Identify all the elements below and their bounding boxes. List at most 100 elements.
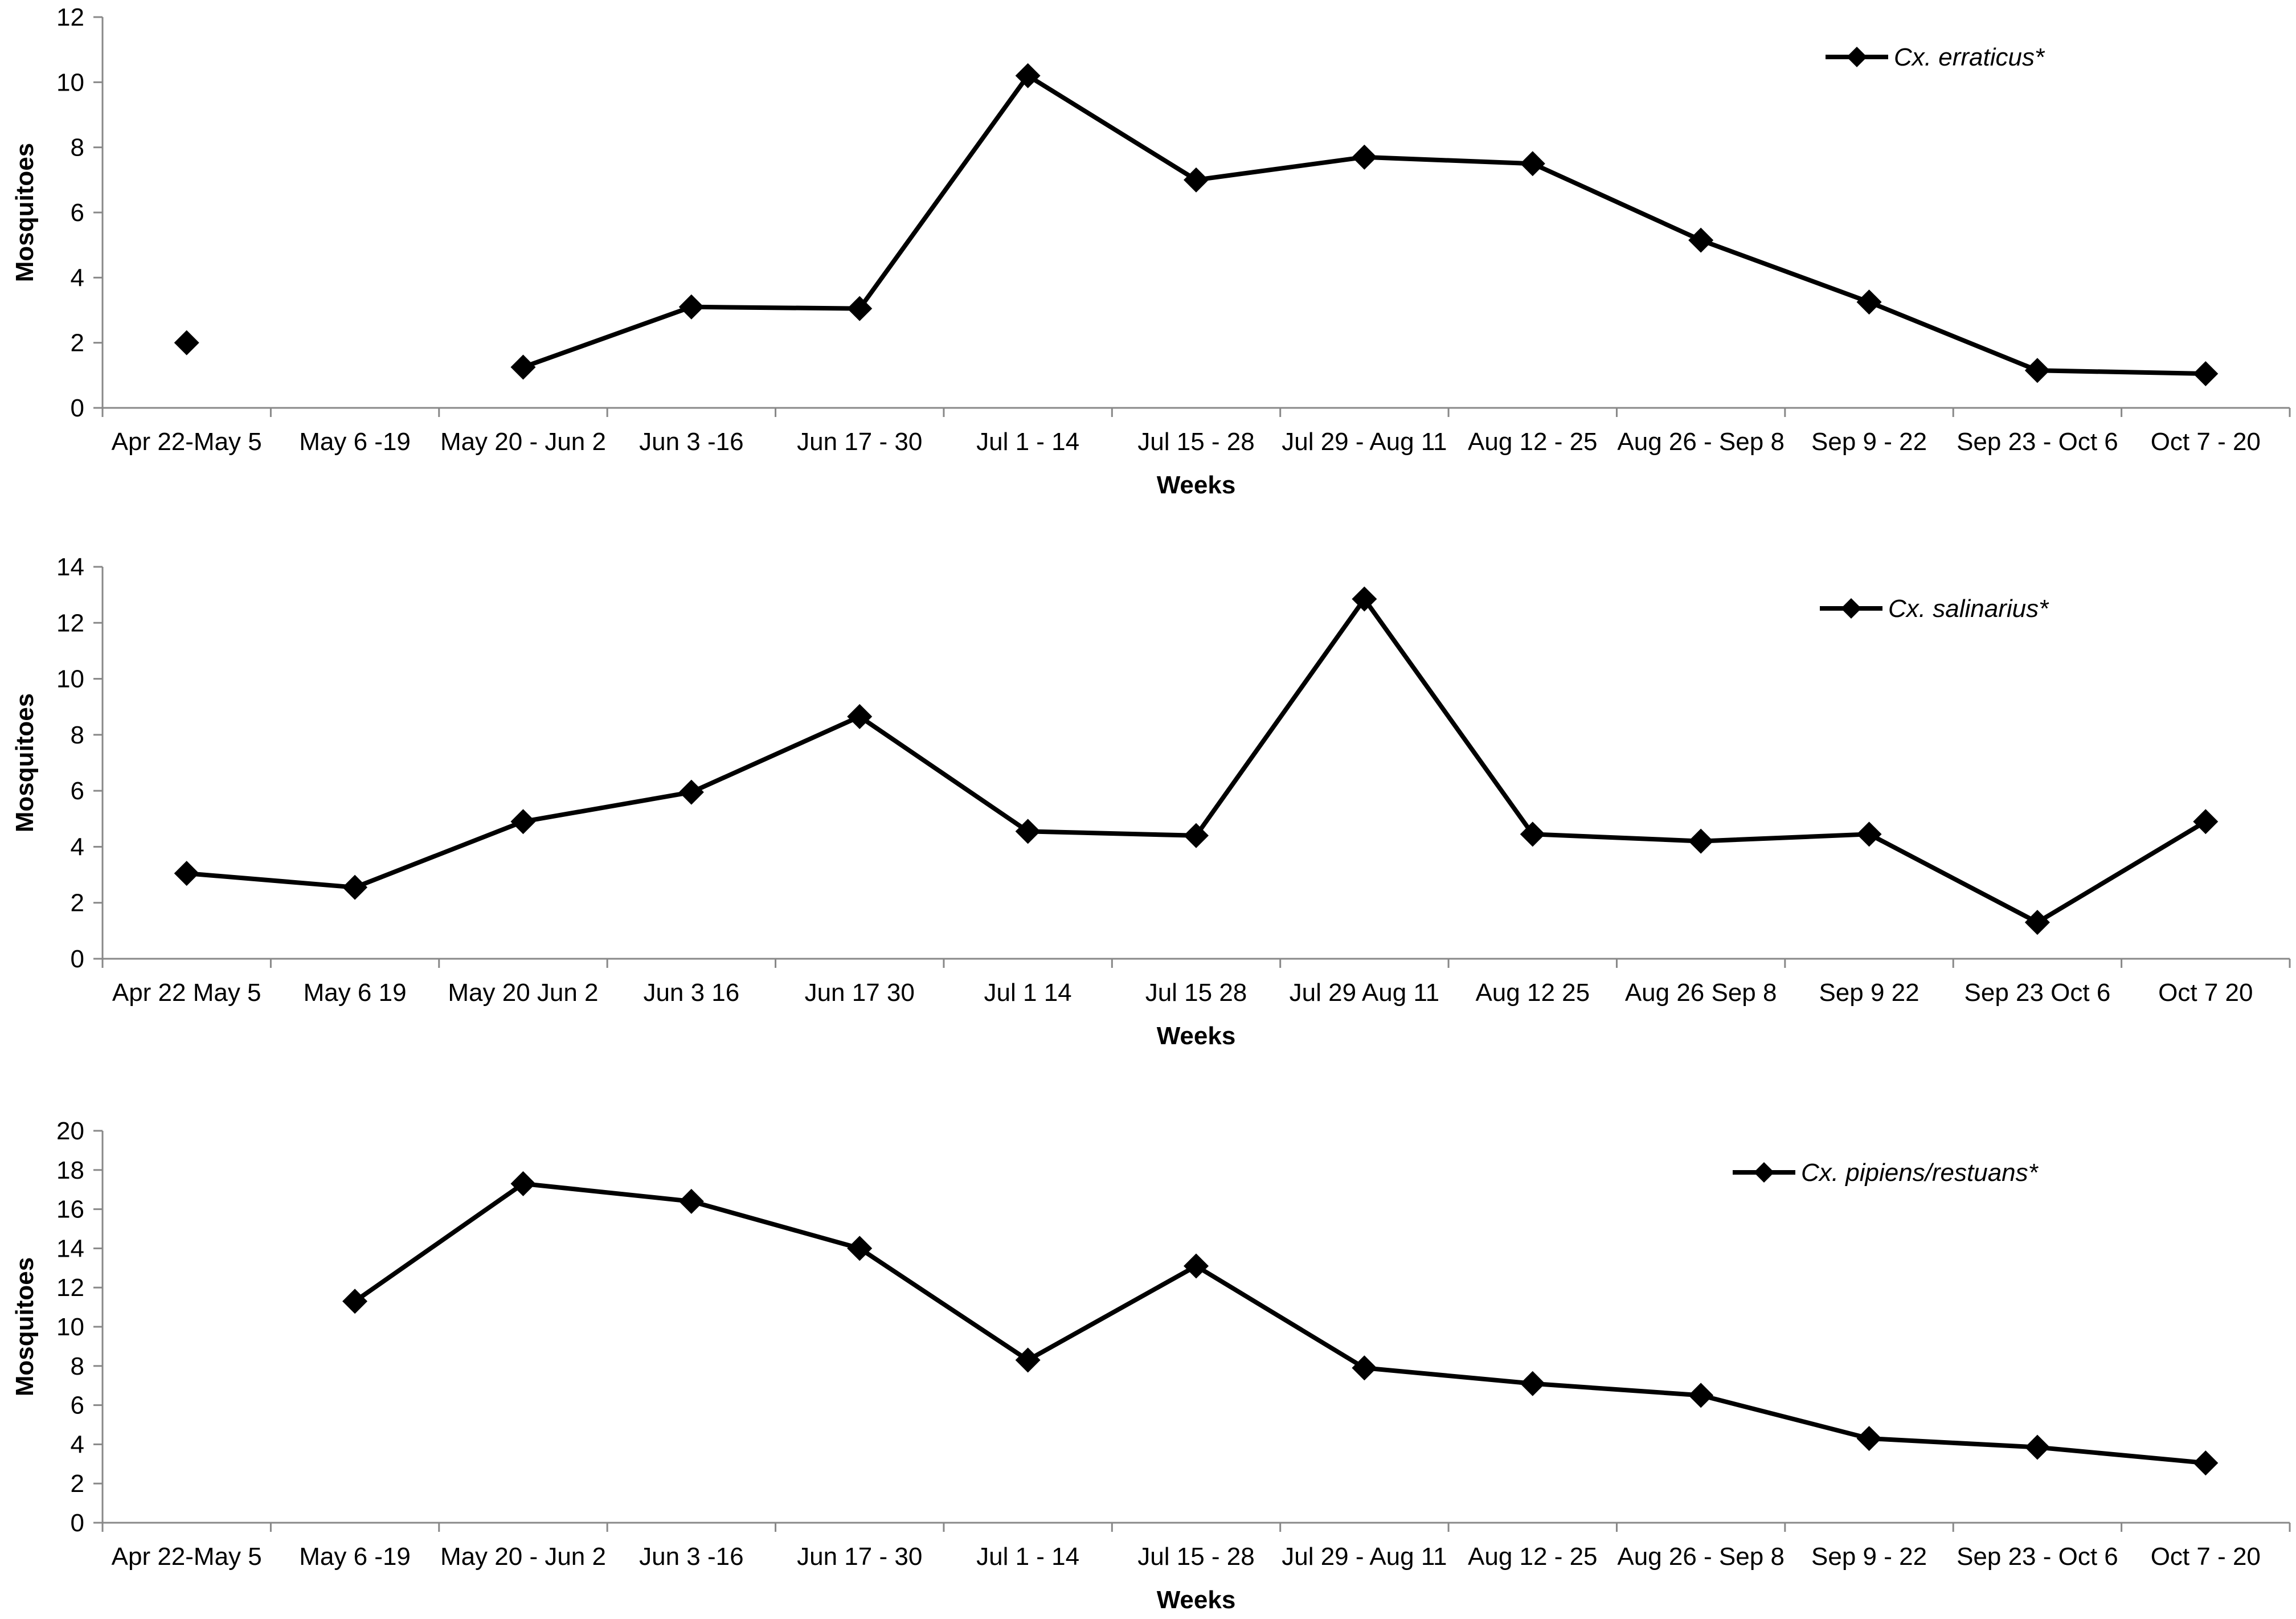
- y-tick-label: 10: [56, 665, 84, 693]
- data-point: [2193, 1450, 2219, 1476]
- x-tick-label: Jun 3 -16: [639, 428, 743, 456]
- x-tick-label: May 6 19: [304, 979, 407, 1007]
- data-point: [1856, 1426, 1882, 1452]
- data-point: [2024, 910, 2050, 935]
- x-tick-label: May 20 - Jun 2: [440, 1543, 606, 1571]
- legend-label: Cx. salinarius*: [1888, 595, 2049, 623]
- x-axis-title: Weeks: [1157, 471, 1236, 499]
- y-tick-label: 12: [56, 609, 84, 637]
- x-tick-label: Jun 3 16: [643, 979, 739, 1007]
- legend-label: Cx. pipiens/restuans*: [1801, 1159, 2039, 1187]
- x-tick-label: Oct 7 - 20: [2151, 1543, 2261, 1571]
- y-tick-label: 8: [71, 721, 84, 749]
- y-tick-label: 12: [56, 3, 84, 31]
- x-tick-label: Jul 29 - Aug 11: [1282, 1543, 1447, 1571]
- data-point: [342, 1289, 368, 1314]
- y-tick-label: 4: [71, 264, 84, 292]
- data-point: [174, 861, 199, 886]
- x-tick-label: Jul 1 - 14: [976, 428, 1079, 456]
- data-point: [1520, 151, 1545, 177]
- y-tick-label: 14: [56, 553, 84, 581]
- data-point: [1520, 821, 1545, 847]
- legend-marker: [1841, 598, 1861, 619]
- x-tick-label: Jul 1 - 14: [976, 1543, 1079, 1571]
- data-point: [847, 704, 873, 729]
- data-point: [1184, 167, 1209, 193]
- data-point: [1688, 1383, 1714, 1408]
- y-axis-title: Mosquitoes: [11, 143, 39, 282]
- x-tick-label: Oct 7 - 20: [2151, 428, 2261, 456]
- x-tick-label: Aug 12 - 25: [1468, 1543, 1598, 1571]
- chart-cx-erraticus: 0 2 4 6 8 10 12 Apr 22-May 5 May 6 -19 May 20 - J…: [11, 3, 2291, 499]
- data-point: [1015, 1347, 1041, 1373]
- x-tick-label: Aug 12 25: [1475, 979, 1590, 1007]
- data-point: [1015, 63, 1041, 88]
- y-tick-label: 6: [71, 1392, 84, 1420]
- x-tick-label: Apr 22-May 5: [112, 428, 262, 456]
- x-tick-label: Sep 23 - Oct 6: [1957, 428, 2118, 456]
- data-point: [342, 874, 368, 900]
- legend-marker: [1754, 1162, 1774, 1183]
- y-tick-label: 2: [71, 1470, 84, 1498]
- x-tick-label: Jun 17 - 30: [797, 1543, 922, 1571]
- data-point: [1352, 1355, 1377, 1381]
- y-tick-label: 8: [71, 1352, 84, 1380]
- data-point: [678, 1188, 704, 1214]
- x-tick-label: Apr 22-May 5: [112, 1543, 262, 1571]
- y-tick-label: 4: [71, 1430, 84, 1458]
- data-point: [510, 354, 536, 380]
- data-point: [2193, 361, 2219, 386]
- x-tick-label: Jul 1 14: [984, 979, 1072, 1007]
- x-tick-label: Jun 17 30: [805, 979, 915, 1007]
- data-point: [678, 779, 704, 805]
- x-tick-label: Jul 29 Aug 11: [1290, 979, 1439, 1007]
- data-point: [1015, 819, 1041, 844]
- x-tick-label: Aug 26 - Sep 8: [1617, 428, 1785, 456]
- data-point: [174, 330, 199, 355]
- y-tick-label: 12: [56, 1274, 84, 1302]
- x-tick-label: Sep 23 - Oct 6: [1957, 1543, 2118, 1571]
- x-tick-label: May 20 Jun 2: [448, 979, 598, 1007]
- y-tick-label: 0: [71, 394, 84, 422]
- series-line: [186, 596, 2207, 925]
- x-tick-label: Sep 9 22: [1819, 979, 1919, 1007]
- x-tick-label: Jun 3 -16: [639, 1543, 743, 1571]
- y-tick-label: 6: [71, 199, 84, 227]
- x-tick-label: Aug 26 Sep 8: [1625, 979, 1777, 1007]
- data-point: [1856, 821, 1882, 847]
- data-point: [1688, 828, 1714, 854]
- x-tick-label: Aug 12 - 25: [1468, 428, 1598, 456]
- y-tick-label: 16: [56, 1196, 84, 1224]
- series-line: [353, 1181, 2206, 1466]
- data-point: [678, 294, 704, 320]
- x-tick-label: Sep 9 - 22: [1811, 1543, 1927, 1571]
- data-point: [510, 809, 536, 835]
- data-point: [847, 296, 873, 321]
- y-tick-label: 0: [71, 1509, 84, 1537]
- y-tick-label: 10: [56, 68, 84, 96]
- data-point: [2024, 1434, 2050, 1460]
- y-tick-label: 4: [71, 833, 84, 861]
- x-tick-label: Jul 15 28: [1145, 979, 1247, 1007]
- x-tick-label: Oct 7 20: [2158, 979, 2253, 1007]
- data-point: [847, 1236, 873, 1261]
- x-tick-label: May 6 -19: [299, 428, 411, 456]
- x-tick-label: Sep 23 Oct 6: [1965, 979, 2111, 1007]
- x-tick-label: Aug 26 - Sep 8: [1617, 1543, 1785, 1571]
- x-tick-label: Apr 22 May 5: [112, 979, 261, 1007]
- y-tick-label: 6: [71, 777, 84, 805]
- data-point: [2024, 358, 2050, 383]
- chart-cx-salinarius: 0 2 4 6 8 10 12 14 Apr 22 May 5 May 6 19 May 20 Ju…: [11, 553, 2291, 1050]
- chart-cx-pipiens-restuans: 0 2 4 6 8 10 12 14 16 18 20 Apr 22-May 5 May 6 -19 Ma…: [11, 1117, 2291, 1614]
- legend-label: Cx. erraticus*: [1894, 43, 2045, 71]
- x-tick-label: Jun 17 - 30: [797, 428, 922, 456]
- y-tick-label: 2: [71, 329, 84, 357]
- data-point: [1184, 823, 1209, 848]
- y-tick-label: 8: [71, 134, 84, 162]
- data-point: [1520, 1371, 1545, 1396]
- data-point: [1856, 289, 1882, 315]
- data-point: [1352, 144, 1377, 170]
- x-tick-label: Sep 9 - 22: [1811, 428, 1927, 456]
- data-point: [2193, 809, 2219, 835]
